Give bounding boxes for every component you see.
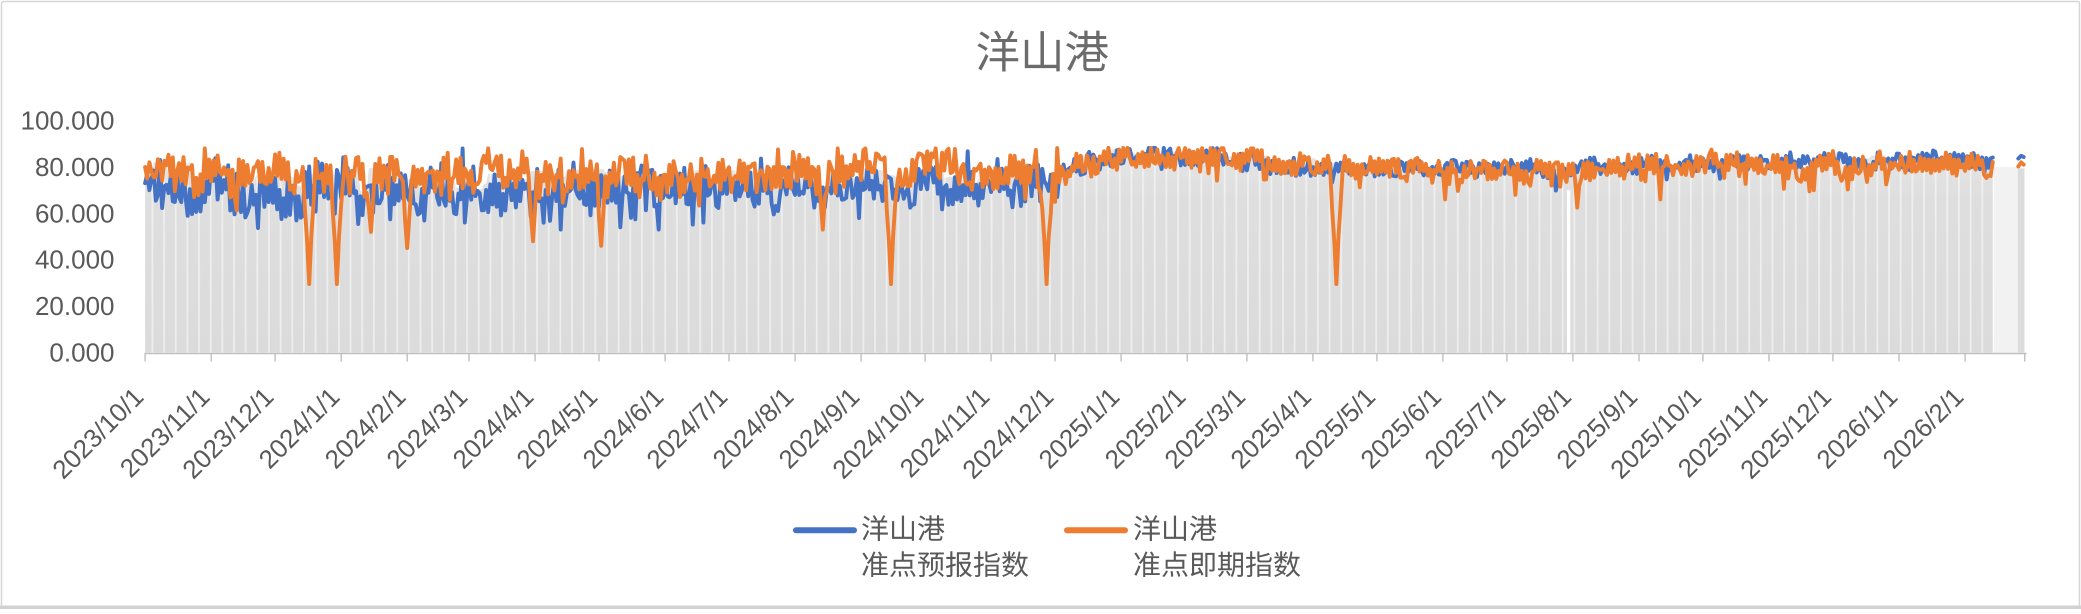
svg-text:60.000: 60.000: [35, 198, 115, 228]
svg-text:100.000: 100.000: [21, 106, 115, 136]
svg-text:40.000: 40.000: [35, 245, 115, 275]
svg-text:0.000: 0.000: [49, 338, 114, 368]
svg-text:80.000: 80.000: [35, 152, 115, 182]
svg-text:20.000: 20.000: [35, 291, 115, 321]
